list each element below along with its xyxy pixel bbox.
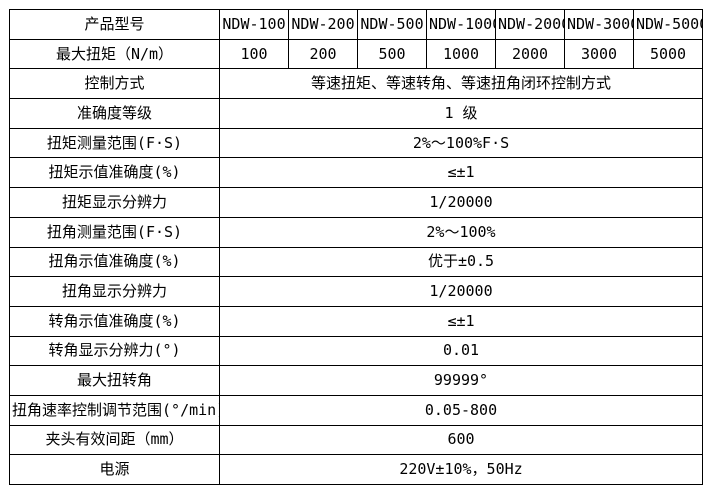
table-row-torque-accuracy: 扭矩示值准确度(%) ≤±1 <box>9 157 703 189</box>
row-label: 扭角测量范围(F·S) <box>9 216 220 248</box>
row-label: 转角显示分辨力(°) <box>9 335 220 367</box>
row-value: 600 <box>219 424 703 456</box>
row-value: ≤±1 <box>219 305 703 337</box>
row-label: 转角示值准确度(%) <box>9 305 220 337</box>
model-cell: NDW-500 <box>357 9 427 40</box>
row-value: 1 级 <box>219 98 703 129</box>
model-cell: NDW-3000 <box>564 9 634 40</box>
model-cell: NDW-1000 <box>426 9 496 40</box>
row-label: 最大扭转角 <box>9 365 220 396</box>
row-value: 99999° <box>219 365 703 396</box>
row-value: 0.05-800 <box>219 394 703 426</box>
torque-value-cell: 3000 <box>564 38 634 70</box>
table-row-control-mode: 控制方式 等速扭矩、等速转角、等速扭角闭环控制方式 <box>9 68 703 100</box>
model-cell: NDW-2000 <box>495 9 565 40</box>
row-label: 扭矩显示分辨力 <box>9 187 220 218</box>
row-value: 等速扭矩、等速转角、等速扭角闭环控制方式 <box>219 68 703 100</box>
torque-value-cell: 1000 <box>426 38 496 70</box>
torque-value-cell: 100 <box>219 38 289 70</box>
row-label: 扭角显示分辨力 <box>9 276 220 307</box>
table-row-rotation-accuracy: 转角示值准确度(%) ≤±1 <box>9 305 703 337</box>
row-value: 1/20000 <box>219 187 703 218</box>
table-row-product-model: 产品型号 NDW-100 NDW-200 NDW-500 NDW-1000 ND… <box>9 9 703 40</box>
table-row-max-torque: 最大扭矩（N/m） 100 200 500 1000 2000 3000 500… <box>9 38 703 70</box>
table-row-twist-range: 扭角测量范围(F·S) 2%～100% <box>9 216 703 248</box>
row-label: 控制方式 <box>9 68 220 100</box>
row-value: 0.01 <box>219 335 703 367</box>
row-value: 2%～100% <box>219 216 703 248</box>
table-row-speed-range: 扭角速率控制调节范围(°/min) 0.05-800 <box>9 394 703 426</box>
row-label: 扭角示值准确度(%) <box>9 246 220 278</box>
model-cell: NDW-200 <box>288 9 358 40</box>
row-label: 扭角速率控制调节范围(°/min) <box>9 394 220 426</box>
table-row-torque-resolution: 扭矩显示分辨力 1/20000 <box>9 187 703 218</box>
model-cell: NDW-100 <box>219 9 289 40</box>
row-label: 扭矩测量范围(F·S) <box>9 127 220 159</box>
row-label: 准确度等级 <box>9 98 220 129</box>
row-value: 1/20000 <box>219 276 703 307</box>
table-row-twist-accuracy: 扭角示值准确度(%) 优于±0.5 <box>9 246 703 278</box>
table-row-power-supply: 电源 220V±10%，50Hz <box>9 454 703 485</box>
row-value: 2%～100%F·S <box>219 127 703 159</box>
torque-value-cell: 5000 <box>633 38 703 70</box>
row-label-product-model: 产品型号 <box>9 9 220 40</box>
torque-value-cell: 200 <box>288 38 358 70</box>
torque-value-cell: 2000 <box>495 38 565 70</box>
table-row-twist-resolution: 扭角显示分辨力 1/20000 <box>9 276 703 307</box>
product-spec-table: 产品型号 NDW-100 NDW-200 NDW-500 NDW-1000 ND… <box>9 9 703 485</box>
table-row-max-twist-angle: 最大扭转角 99999° <box>9 365 703 396</box>
torque-value-cell: 500 <box>357 38 427 70</box>
row-label: 扭矩示值准确度(%) <box>9 157 220 189</box>
row-label: 电源 <box>9 454 220 485</box>
row-value: 优于±0.5 <box>219 246 703 278</box>
row-label-max-torque: 最大扭矩（N/m） <box>9 38 220 70</box>
table-row-rotation-resolution: 转角显示分辨力(°) 0.01 <box>9 335 703 367</box>
table-row-chuck-distance: 夹头有效间距（mm） 600 <box>9 424 703 456</box>
table-row-torque-range: 扭矩测量范围(F·S) 2%～100%F·S <box>9 127 703 159</box>
model-cell: NDW-5000 <box>633 9 703 40</box>
row-value: ≤±1 <box>219 157 703 189</box>
table-row-accuracy-class: 准确度等级 1 级 <box>9 98 703 129</box>
row-value: 220V±10%，50Hz <box>219 454 703 485</box>
row-label: 夹头有效间距（mm） <box>9 424 220 456</box>
